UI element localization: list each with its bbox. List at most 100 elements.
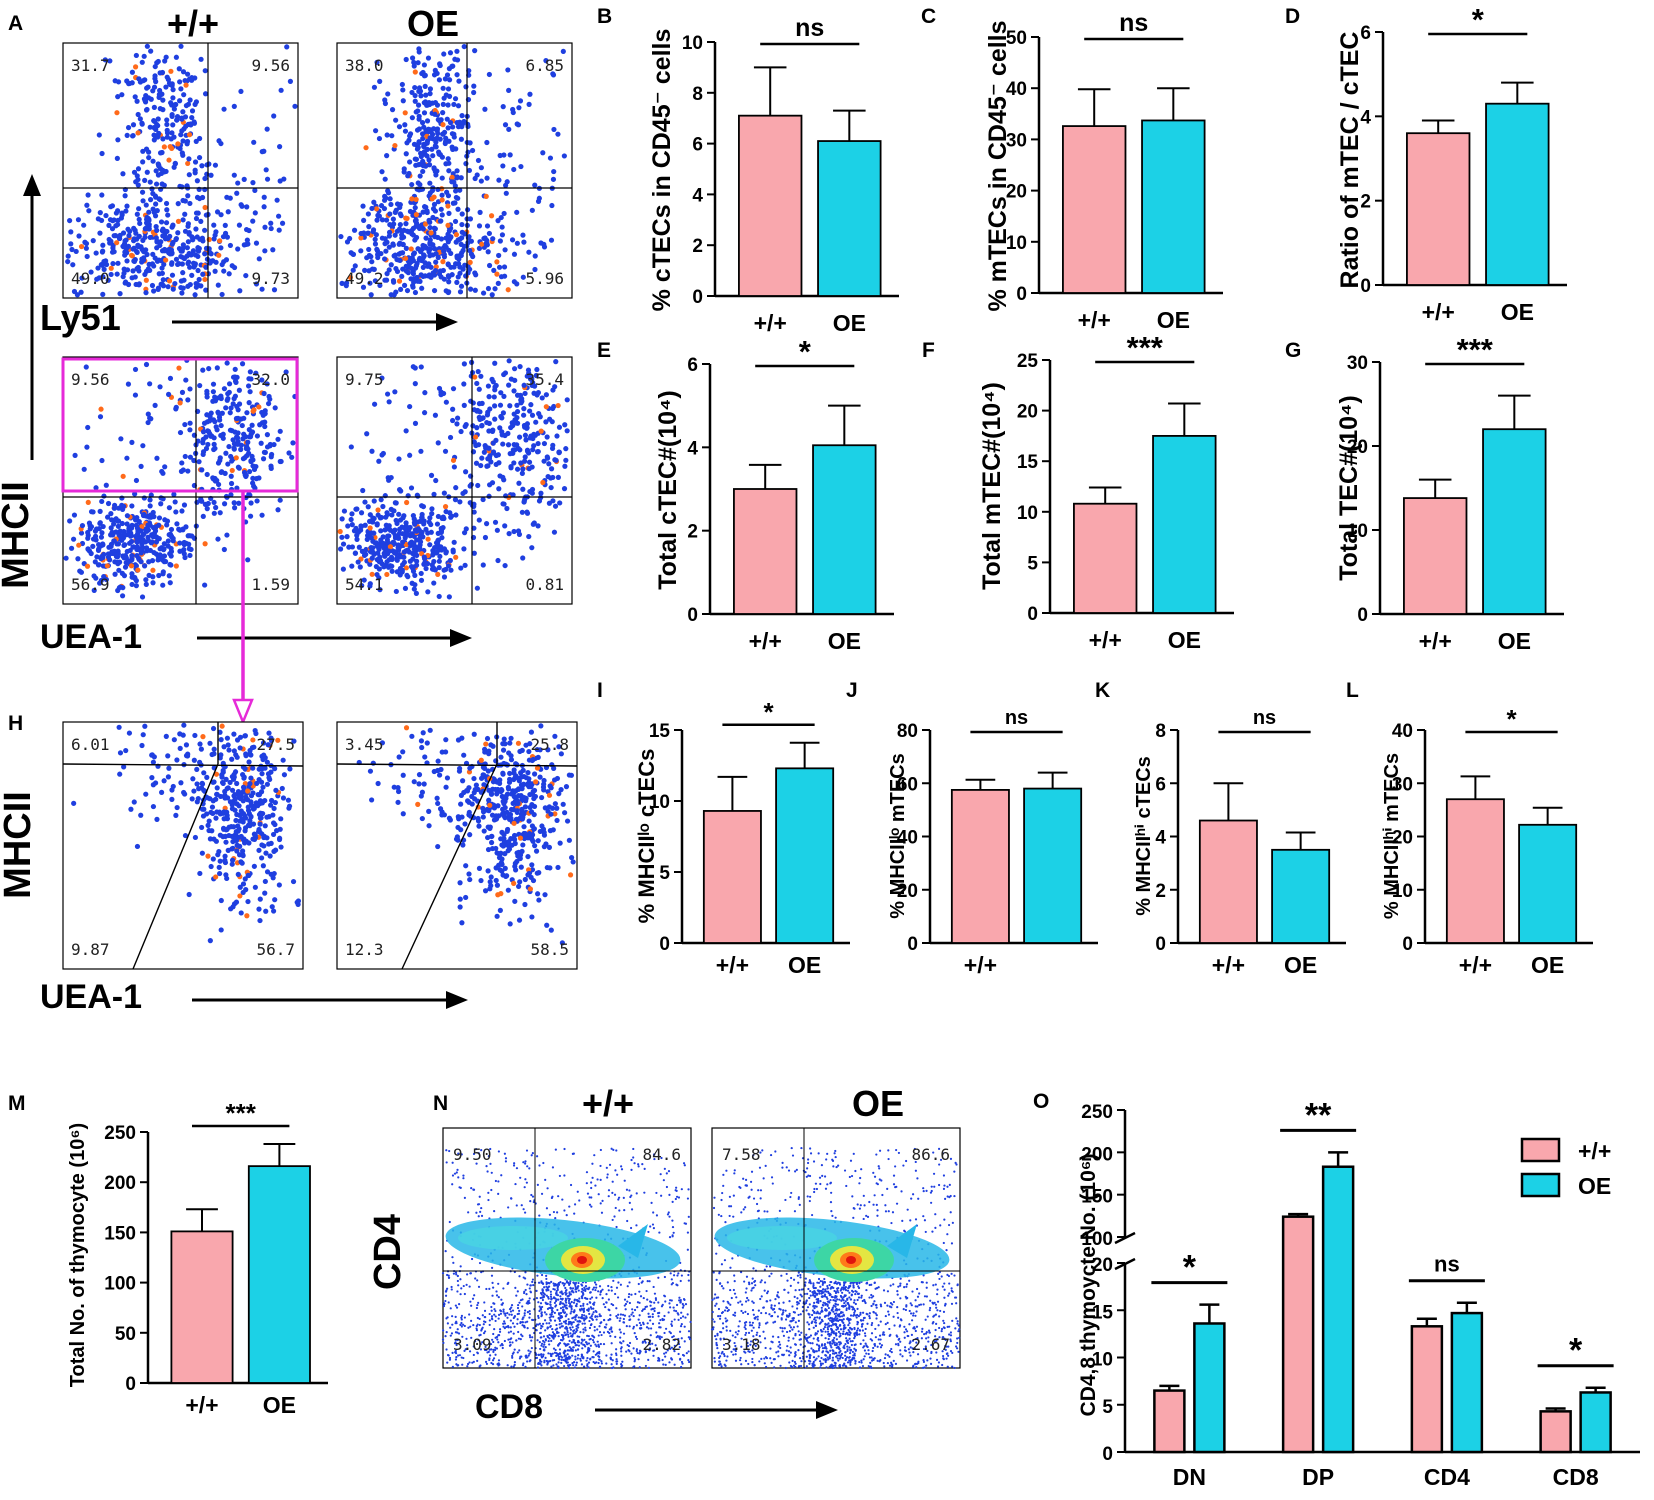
event-dot bbox=[435, 530, 441, 536]
event-dot bbox=[526, 1360, 529, 1363]
event-dot bbox=[495, 557, 501, 564]
event-dot bbox=[99, 498, 105, 505]
event-dot bbox=[515, 122, 522, 128]
event-dot bbox=[256, 906, 262, 912]
event-dot bbox=[143, 247, 149, 253]
event-dot bbox=[277, 144, 283, 150]
event-dot bbox=[412, 572, 418, 578]
event-dot bbox=[215, 536, 221, 542]
event-dot bbox=[458, 1354, 462, 1357]
event-dot bbox=[266, 393, 272, 400]
event-dot bbox=[588, 1312, 591, 1315]
event-dot bbox=[612, 1279, 615, 1282]
event-dot bbox=[540, 479, 546, 486]
event-dot bbox=[379, 217, 386, 223]
event-dot bbox=[445, 102, 451, 108]
event-dot bbox=[676, 1312, 679, 1315]
event-dot bbox=[476, 1359, 479, 1362]
event-dot bbox=[500, 501, 506, 507]
event-dot bbox=[383, 248, 389, 254]
event-dot bbox=[113, 529, 119, 535]
event-dot bbox=[404, 499, 410, 506]
event-dot bbox=[165, 284, 171, 290]
event-dot bbox=[115, 541, 122, 547]
event-dot bbox=[487, 406, 493, 412]
event-dot bbox=[410, 513, 416, 519]
event-dot bbox=[439, 212, 445, 218]
event-dot bbox=[145, 534, 151, 540]
event-dot bbox=[517, 879, 523, 885]
event-dot bbox=[619, 1336, 622, 1339]
quadrant-value: 9.56 bbox=[71, 370, 110, 389]
event-dot bbox=[511, 460, 517, 466]
event-dot bbox=[476, 823, 482, 829]
event-dot bbox=[500, 741, 506, 747]
event-dot bbox=[103, 482, 109, 488]
event-dot bbox=[432, 168, 438, 175]
event-dot bbox=[159, 789, 165, 795]
event-dot bbox=[239, 361, 246, 367]
event-dot bbox=[391, 279, 397, 285]
event-dot bbox=[498, 1363, 501, 1366]
event-dot bbox=[249, 453, 255, 460]
event-dot bbox=[130, 246, 136, 252]
event-dot bbox=[76, 542, 82, 548]
event-dot bbox=[417, 173, 423, 179]
event-dot bbox=[248, 752, 254, 758]
event-dot bbox=[421, 781, 427, 787]
event-dot bbox=[142, 563, 148, 569]
event-dot bbox=[455, 103, 462, 109]
event-dot bbox=[75, 556, 81, 562]
event-dot bbox=[259, 800, 265, 806]
event-dot bbox=[444, 1334, 447, 1338]
event-dot bbox=[474, 172, 480, 178]
event-dot bbox=[255, 803, 261, 809]
event-dot bbox=[466, 1273, 469, 1276]
event-dot bbox=[382, 241, 388, 247]
event-dot bbox=[520, 1355, 523, 1358]
event-dot bbox=[392, 389, 398, 395]
event-dot bbox=[379, 235, 385, 241]
event-dot bbox=[251, 483, 257, 489]
event-dot bbox=[179, 115, 185, 121]
event-dot bbox=[467, 765, 473, 771]
quadrant-value: 49.2 bbox=[345, 269, 384, 288]
event-dot bbox=[286, 450, 292, 456]
event-dot bbox=[525, 770, 531, 776]
event-dot bbox=[636, 1301, 640, 1304]
event-dot bbox=[396, 124, 403, 130]
event-dot bbox=[454, 48, 460, 54]
event-dot bbox=[524, 1271, 527, 1274]
event-dot bbox=[168, 247, 175, 253]
event-dot bbox=[197, 236, 203, 242]
event-dot bbox=[117, 750, 124, 756]
event-dot bbox=[421, 62, 427, 68]
event-dot bbox=[610, 1363, 613, 1366]
event-dot bbox=[438, 274, 444, 280]
event-dot bbox=[517, 1330, 520, 1334]
event-dot bbox=[231, 172, 237, 178]
event-dot bbox=[493, 461, 499, 468]
event-dot bbox=[101, 493, 107, 499]
event-dot bbox=[537, 1316, 540, 1319]
event-dot bbox=[187, 454, 194, 460]
event-dot bbox=[687, 1273, 690, 1277]
event-dot bbox=[277, 458, 283, 465]
event-dot bbox=[236, 222, 243, 228]
event-dot bbox=[261, 204, 267, 210]
event-dot bbox=[156, 163, 162, 169]
event-dot bbox=[525, 853, 531, 860]
event-dot bbox=[511, 820, 517, 826]
event-dot bbox=[610, 1285, 613, 1289]
event-dot bbox=[170, 122, 176, 128]
event-dot bbox=[475, 815, 481, 822]
event-dot bbox=[492, 786, 499, 793]
event-dot bbox=[521, 824, 527, 830]
event-dot bbox=[264, 444, 271, 450]
event-dot bbox=[536, 1339, 539, 1342]
event-dot bbox=[472, 48, 478, 54]
event-dot bbox=[411, 550, 417, 556]
event-dot bbox=[490, 1305, 493, 1309]
event-dot bbox=[505, 786, 512, 792]
event-dot bbox=[634, 1292, 637, 1296]
